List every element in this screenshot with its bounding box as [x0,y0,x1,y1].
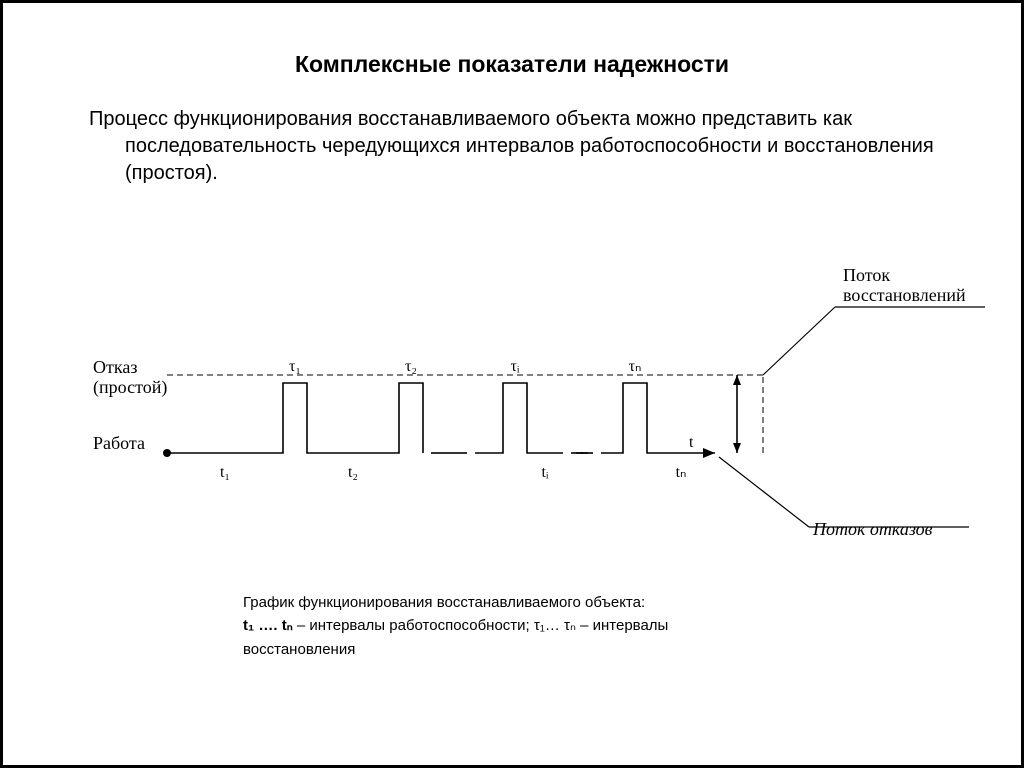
diagram-caption: График функционирования восстанавливаемо… [243,591,843,661]
caption-line2: t₁ …. tₙ – интервалы работоспособности; … [243,614,843,637]
intro-paragraph: Процесс функционирования восстанавливаем… [53,106,961,187]
svg-text:tₙ: tₙ [676,464,687,481]
svg-text:tᵢ: tᵢ [541,464,548,481]
svg-text:t: t [689,434,694,451]
svg-text:τ₁: τ₁ [289,358,301,375]
svg-text:t₁: t₁ [220,464,230,481]
timing-diagram: t₁ τ₁ t₂ τ₂ τᵢ tᵢ τₙ tₙ Отказ(простой) Работа t Пот… [3,263,1021,583]
svg-text:восстановлений: восстановлений [843,285,966,305]
page-title: Комплексные показатели надежности [3,51,1021,78]
svg-text:τₙ: τₙ [629,358,642,375]
svg-text:Работа: Работа [93,433,145,453]
svg-text:τ₂: τ₂ [405,358,417,375]
svg-text:(простой): (простой) [93,377,167,398]
svg-text:Поток: Поток [843,265,890,285]
caption-line3: восстановления [243,638,843,661]
caption-line1: График функционирования восстанавливаемо… [243,591,843,614]
svg-text:Поток отказов: Поток отказов [812,519,933,539]
svg-text:τᵢ: τᵢ [510,358,519,375]
svg-text:t₂: t₂ [348,464,358,481]
svg-text:Отказ: Отказ [93,357,137,377]
